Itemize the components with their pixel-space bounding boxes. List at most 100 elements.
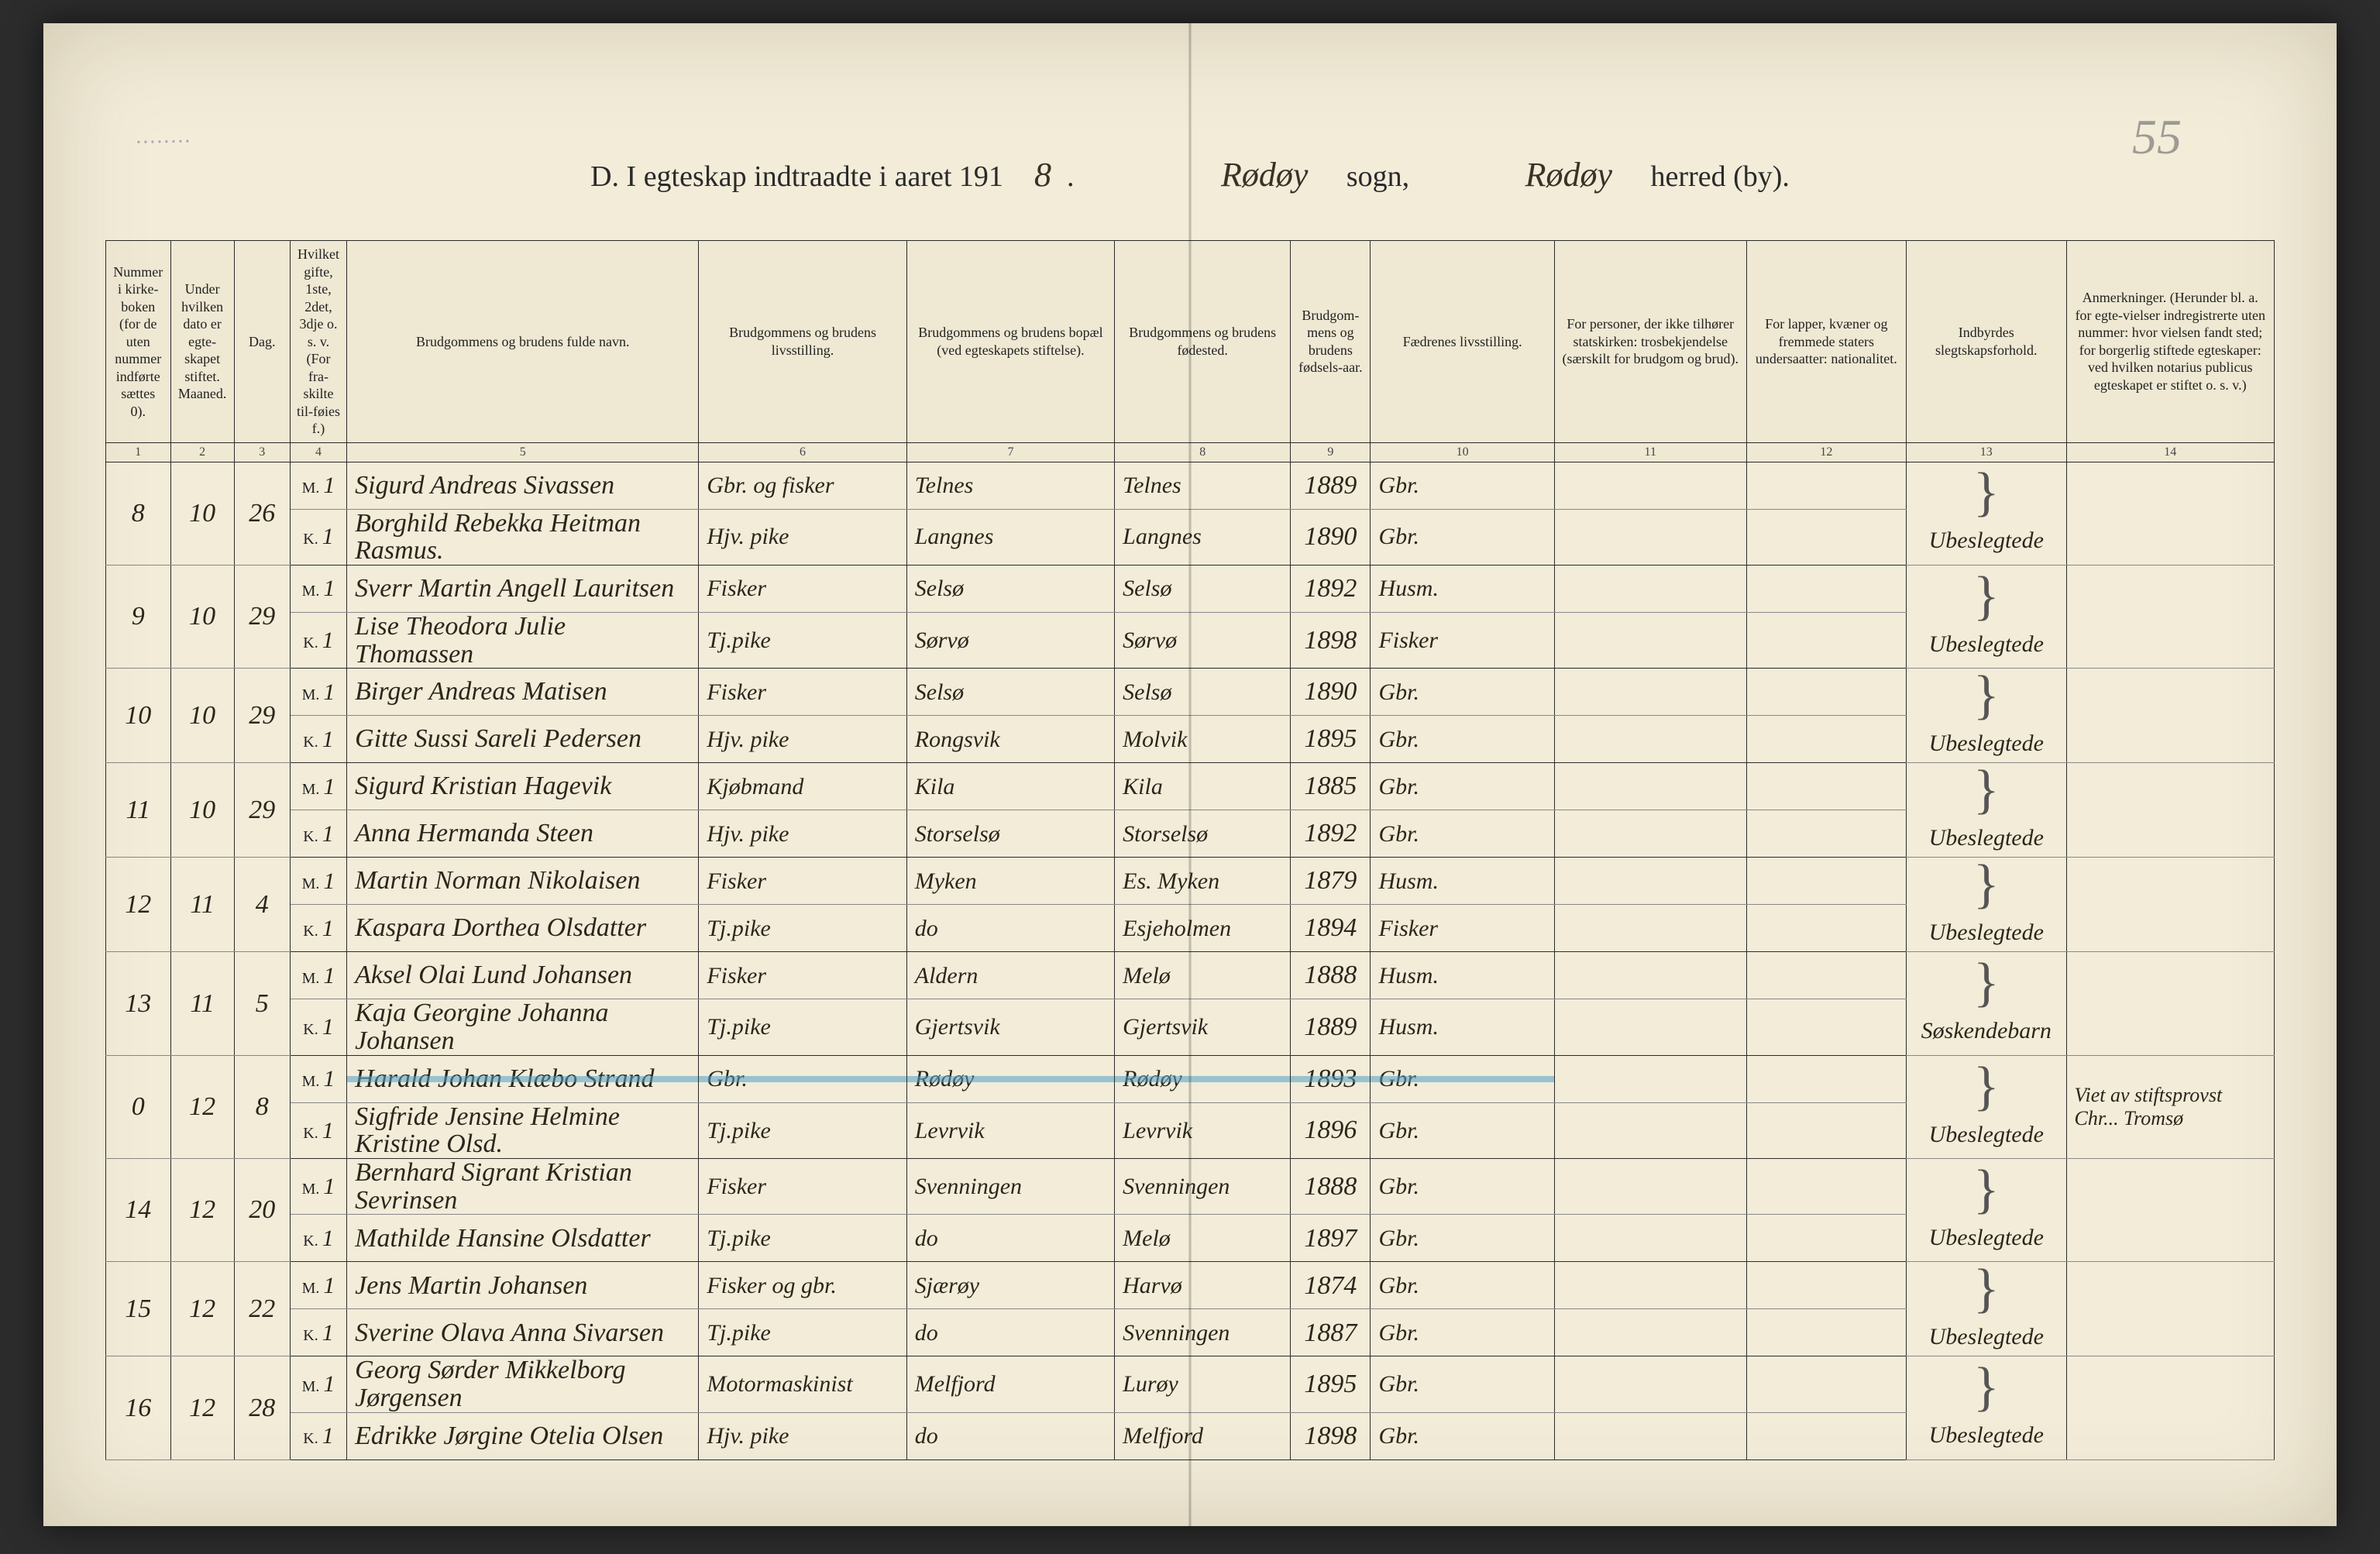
groom-residence: Telnes <box>906 462 1114 509</box>
bride-col12 <box>1746 1412 1906 1459</box>
remarks <box>2066 565 2274 668</box>
col-header-2: Under hvilken dato er egte-skapet stifte… <box>170 241 234 443</box>
groom-name: Bernhard Sigrant Kristian Sevrinsen <box>347 1159 699 1215</box>
entry-day: 29 <box>234 763 290 858</box>
mk-label-groom: M. 1 <box>290 565 346 612</box>
bride-col12 <box>1746 905 1906 952</box>
bride-name: Lise Theodora Julie Thomassen <box>347 612 699 668</box>
bride-birthplace: Melfjord <box>1115 1412 1291 1459</box>
bride-father: Gbr. <box>1371 509 1554 565</box>
groom-birthplace: Melø <box>1115 952 1291 999</box>
colnum-14: 14 <box>2066 442 2274 462</box>
groom-birthplace: Telnes <box>1115 462 1291 509</box>
title-row: D. I egteskap indtraadte i aaret 1918. R… <box>43 155 2337 194</box>
remarks <box>2066 763 2274 858</box>
entry-no: 12 <box>106 858 171 952</box>
groom-col11 <box>1554 565 1746 612</box>
mk-label-groom: M. 1 <box>290 1159 346 1215</box>
entry-day: 20 <box>234 1159 290 1262</box>
groom-father: Husm. <box>1371 952 1554 999</box>
bride-residence: Levrvik <box>906 1102 1114 1158</box>
col-header-4: Hvilket gifte, 1ste, 2det, 3dje o. s. v.… <box>290 241 346 443</box>
col-header-13: Indbyrdes slegtskapsforhold. <box>1907 241 2066 443</box>
colnum-2: 2 <box>170 442 234 462</box>
remarks <box>2066 952 2274 1055</box>
entry-month: 10 <box>170 462 234 565</box>
groom-col11 <box>1554 952 1746 999</box>
groom-father: Husm. <box>1371 858 1554 905</box>
groom-birthplace: Rødøy <box>1115 1055 1291 1102</box>
bride-col11 <box>1554 1102 1746 1158</box>
entry-no: 14 <box>106 1159 171 1262</box>
col-header-11: For personer, der ikke tilhører statskir… <box>1554 241 1746 443</box>
groom-father: Gbr. <box>1371 1262 1554 1309</box>
bride-residence: do <box>906 1215 1114 1262</box>
colnum-8: 8 <box>1115 442 1291 462</box>
bride-birthplace: Molvik <box>1115 716 1291 763</box>
groom-residence: Kila <box>906 763 1114 810</box>
bride-father: Fisker <box>1371 612 1554 668</box>
entry-day: 4 <box>234 858 290 952</box>
groom-father: Gbr. <box>1371 1356 1554 1412</box>
groom-col12 <box>1746 669 1906 716</box>
colnum-1: 1 <box>106 442 171 462</box>
bride-col11 <box>1554 716 1746 763</box>
entry-no: 11 <box>106 763 171 858</box>
bride-year: 1894 <box>1291 905 1371 952</box>
groom-birthplace: Svenningen <box>1115 1159 1291 1215</box>
colnum-11: 11 <box>1554 442 1746 462</box>
mk-label-groom: M. 1 <box>290 1356 346 1412</box>
mk-label-bride: K. 1 <box>290 716 346 763</box>
bride-residence: Sørvø <box>906 612 1114 668</box>
bride-father: Gbr. <box>1371 810 1554 858</box>
groom-col11 <box>1554 1262 1746 1309</box>
bride-col11 <box>1554 1215 1746 1262</box>
groom-col12 <box>1746 1055 1906 1102</box>
groom-father: Gbr. <box>1371 1159 1554 1215</box>
groom-name: Georg Sørder Mikkelborg Jørgensen <box>347 1356 699 1412</box>
groom-year: 1888 <box>1291 952 1371 999</box>
groom-birthplace: Es. Myken <box>1115 858 1291 905</box>
groom-col11 <box>1554 1356 1746 1412</box>
header-colnums-row: 1 2 3 4 5 6 7 8 9 10 11 12 13 14 <box>106 442 2275 462</box>
mk-label-groom: M. 1 <box>290 1262 346 1309</box>
groom-col12 <box>1746 952 1906 999</box>
mk-label-bride: K. 1 <box>290 1309 346 1356</box>
mk-label-bride: K. 1 <box>290 509 346 565</box>
groom-name: Sverr Martin Angell Lauritsen <box>347 565 699 612</box>
bride-col12 <box>1746 999 1906 1055</box>
entry-month: 12 <box>170 1159 234 1262</box>
groom-father: Gbr. <box>1371 1055 1554 1102</box>
groom-occ: Fisker <box>699 669 906 716</box>
mk-label-bride: K. 1 <box>290 1102 346 1158</box>
table-row: 9 10 29 M. 1 Sverr Martin Angell Laurits… <box>106 565 2275 612</box>
col-header-6: Brudgommens og brudens livsstilling. <box>699 241 906 443</box>
entry-no: 9 <box>106 565 171 668</box>
kinship-brace: } Ubeslegtede <box>1907 1055 2066 1158</box>
bride-occ: Hjv. pike <box>699 716 906 763</box>
groom-name: Aksel Olai Lund Johansen <box>347 952 699 999</box>
bride-father: Fisker <box>1371 905 1554 952</box>
mk-label-bride: K. 1 <box>290 612 346 668</box>
colnum-9: 9 <box>1291 442 1371 462</box>
title-herred-script: Rødøy <box>1525 155 1612 194</box>
table-row: 11 10 29 M. 1 Sigurd Kristian Hagevik Kj… <box>106 763 2275 810</box>
groom-name: Jens Martin Johansen <box>347 1262 699 1309</box>
groom-residence: Melfjord <box>906 1356 1114 1412</box>
colnum-5: 5 <box>347 442 699 462</box>
groom-residence: Rødøy <box>906 1055 1114 1102</box>
entry-no: 10 <box>106 669 171 763</box>
bride-birthplace: Melø <box>1115 1215 1291 1262</box>
remarks: Viet av stiftsprovst Chr... Tromsø <box>2066 1055 2274 1158</box>
bride-year: 1887 <box>1291 1309 1371 1356</box>
groom-name: Martin Norman Nikolaisen <box>347 858 699 905</box>
groom-year: 1874 <box>1291 1262 1371 1309</box>
bride-birthplace: Gjertsvik <box>1115 999 1291 1055</box>
entry-day: 29 <box>234 669 290 763</box>
bride-residence: do <box>906 905 1114 952</box>
kinship-brace: } Søskendebarn <box>1907 952 2066 1055</box>
bride-residence: Gjertsvik <box>906 999 1114 1055</box>
bride-occ: Tj.pike <box>699 1309 906 1356</box>
mk-label-bride: K. 1 <box>290 1412 346 1459</box>
colnum-3: 3 <box>234 442 290 462</box>
